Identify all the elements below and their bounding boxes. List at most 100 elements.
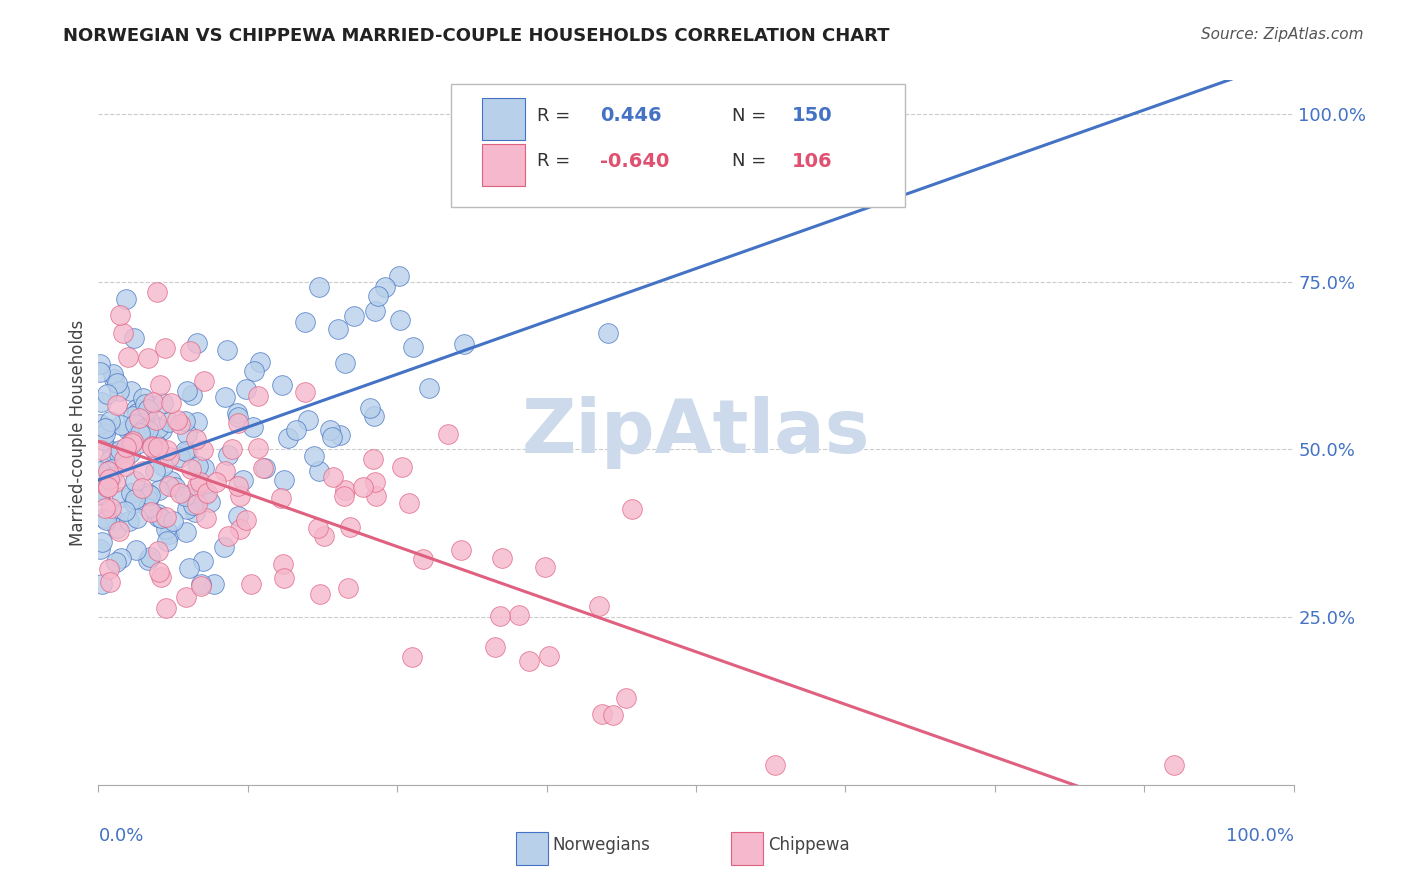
- Point: [614, 690, 637, 705]
- Point: [352, 479, 374, 493]
- Point: [366, 489, 388, 503]
- Point: [412, 552, 434, 566]
- Text: 106: 106: [792, 152, 832, 171]
- Point: [148, 565, 170, 579]
- Point: [156, 533, 179, 548]
- Point: [273, 571, 295, 585]
- Point: [186, 415, 208, 429]
- Point: [329, 427, 352, 442]
- Point: [145, 436, 167, 450]
- FancyBboxPatch shape: [482, 98, 524, 140]
- Point: [336, 581, 359, 595]
- Point: [127, 436, 149, 450]
- Point: [89, 464, 111, 478]
- Point: [186, 432, 208, 446]
- Point: [450, 543, 472, 558]
- Point: [596, 326, 619, 340]
- Point: [252, 460, 274, 475]
- Point: [193, 460, 215, 475]
- Point: [89, 357, 111, 371]
- Point: [333, 483, 356, 498]
- Point: [308, 464, 330, 478]
- Point: [174, 489, 197, 503]
- Point: [139, 398, 162, 412]
- Point: [188, 475, 211, 490]
- Point: [155, 600, 177, 615]
- Text: 0.446: 0.446: [600, 106, 662, 125]
- Point: [339, 520, 361, 534]
- Point: [538, 648, 561, 663]
- Point: [374, 280, 396, 294]
- Point: [308, 280, 330, 294]
- Point: [285, 423, 308, 437]
- Point: [139, 504, 162, 518]
- Point: [112, 451, 135, 466]
- Point: [157, 527, 180, 541]
- Point: [98, 453, 121, 467]
- Point: [169, 485, 191, 500]
- Point: [181, 498, 204, 512]
- Point: [101, 444, 124, 458]
- Point: [97, 480, 120, 494]
- Point: [105, 521, 128, 535]
- Point: [302, 449, 325, 463]
- Point: [98, 414, 121, 428]
- Point: [169, 450, 191, 464]
- Point: [150, 570, 173, 584]
- Point: [246, 441, 269, 455]
- Point: [156, 443, 179, 458]
- Point: [104, 512, 127, 526]
- Point: [226, 410, 249, 425]
- Point: [131, 481, 153, 495]
- Point: [179, 344, 201, 359]
- Point: [418, 381, 440, 395]
- Point: [153, 341, 176, 355]
- Point: [89, 488, 111, 502]
- Point: [91, 433, 114, 447]
- Point: [297, 413, 319, 427]
- Point: [309, 587, 332, 601]
- Text: ZipAtlas: ZipAtlas: [522, 396, 870, 469]
- Point: [159, 396, 181, 410]
- Point: [190, 579, 212, 593]
- Point: [401, 649, 423, 664]
- Point: [94, 421, 117, 435]
- Point: [107, 384, 129, 398]
- Point: [127, 406, 149, 420]
- Point: [89, 487, 111, 501]
- Point: [108, 443, 131, 458]
- Point: [177, 561, 200, 575]
- Point: [136, 401, 159, 416]
- Point: [89, 365, 111, 379]
- Point: [187, 458, 209, 473]
- Point: [114, 459, 136, 474]
- Point: [173, 414, 195, 428]
- Point: [129, 425, 152, 440]
- Point: [136, 493, 159, 508]
- Point: [176, 384, 198, 399]
- Point: [193, 374, 215, 388]
- Point: [226, 508, 249, 523]
- Text: Source: ZipAtlas.com: Source: ZipAtlas.com: [1201, 27, 1364, 42]
- Point: [307, 521, 329, 535]
- Point: [240, 576, 263, 591]
- Point: [96, 387, 118, 401]
- Point: [180, 462, 202, 476]
- Point: [763, 757, 786, 772]
- Point: [94, 426, 117, 441]
- Point: [186, 479, 208, 493]
- Point: [124, 417, 146, 431]
- Point: [101, 367, 124, 381]
- Point: [90, 482, 112, 496]
- Point: [155, 523, 177, 537]
- Point: [225, 407, 247, 421]
- Point: [226, 416, 249, 430]
- Point: [90, 534, 112, 549]
- Point: [242, 420, 264, 434]
- Point: [111, 490, 134, 504]
- Point: [533, 560, 555, 574]
- Point: [342, 309, 364, 323]
- Y-axis label: Married-couple Households: Married-couple Households: [69, 319, 87, 546]
- Point: [180, 486, 202, 500]
- Point: [124, 491, 146, 506]
